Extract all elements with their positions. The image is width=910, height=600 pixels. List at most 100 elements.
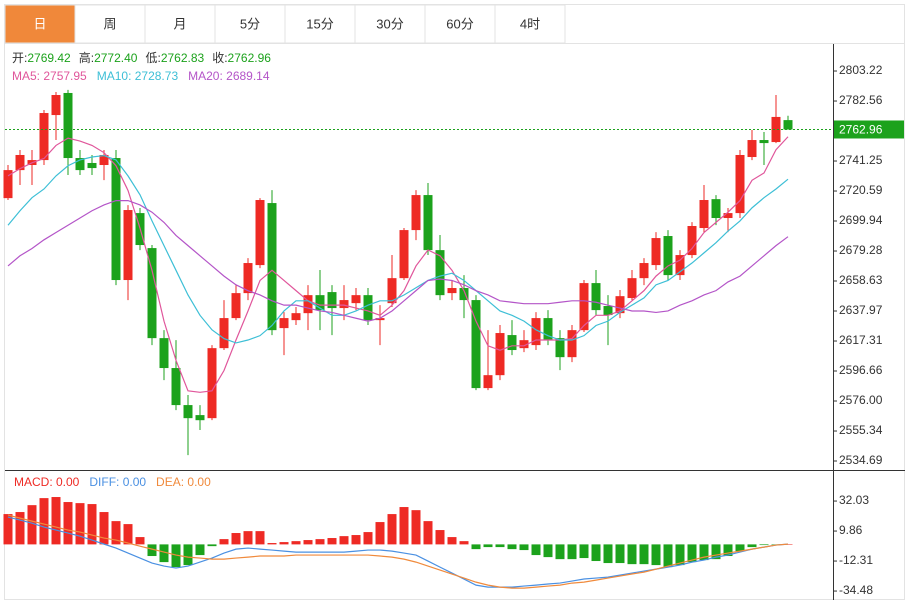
tab-label[interactable]: 30分 [376,16,403,31]
candle-body [291,313,301,321]
macd-legend: MACD: 0.00 DIFF: 0.00 DEA: 0.00 [14,475,211,489]
tab-label[interactable]: 4时 [520,16,540,31]
y-tick-label: 2782.56 [839,93,883,107]
macd-bar [663,544,673,568]
y-tick-label: 2741.25 [839,153,883,167]
candle-body [123,210,133,281]
macd-bar [159,544,169,563]
tab[interactable] [494,4,566,44]
legend-entry: DEA: 0.00 [156,475,211,489]
candle-body [363,295,373,321]
candle-body [543,318,553,341]
macd-bar [27,505,37,545]
macd-bar [531,544,541,556]
y-tick-label: 2803.22 [839,63,883,77]
candle-body [735,154,745,214]
candle-body [351,295,361,304]
macd-bar [735,544,745,552]
macd-bar [231,533,241,545]
tab[interactable] [354,4,426,44]
header-value: 2772.40 [94,51,138,65]
macd-bar [111,521,121,545]
candle-body [3,170,13,199]
macd-bar [471,544,481,550]
last-price-label: 2762.96 [839,123,883,137]
macd-bar [591,544,601,562]
candle-body [615,296,625,314]
candle-body [459,288,469,301]
legend-entry: DIFF: 0.00 [89,475,146,489]
legend-entry: MA20: 2689.14 [188,69,270,83]
candle-body [183,405,193,419]
y-tick-label: -12.31 [839,553,873,567]
macd-bar [603,544,613,564]
macd-bar [15,512,25,545]
macd-bar [519,544,529,551]
tab-label[interactable]: 周 [103,16,116,31]
tab[interactable] [214,4,286,44]
tab-label[interactable]: 5分 [240,16,260,31]
macd-bar [567,544,577,560]
macd-bar [267,543,277,545]
tab-label[interactable]: 日 [33,16,46,31]
macd-bar [675,544,685,566]
candle-body [159,338,169,369]
candle-body [483,375,493,389]
macd-bar [147,544,157,557]
macd-bar [255,531,265,545]
macd-bar [363,532,373,545]
candle-body [207,348,217,419]
candle-body [111,158,121,281]
header-value: 2762.83 [161,51,205,65]
macd-bar [195,544,205,556]
candle-body [663,236,673,276]
candle-body [315,295,325,311]
macd-bar [687,544,697,563]
macd-bar [39,498,49,545]
y-tick-label: 9.86 [839,523,863,537]
macd-bar [315,539,325,545]
candle-body [519,340,529,349]
macd-bar [387,514,397,545]
candle-body [687,226,697,256]
macd-bar [579,544,589,559]
macd-bar [63,502,73,545]
candle-body [339,300,349,309]
tab-label[interactable]: 月 [173,16,186,31]
candle-body [87,162,97,169]
macd-bar [219,539,229,545]
tab[interactable] [74,4,146,44]
macd-bar [99,512,109,545]
tab[interactable] [144,4,216,44]
tab[interactable] [284,4,356,44]
tab[interactable] [4,4,76,44]
y-tick-label: 32.03 [839,493,869,507]
candle-body [651,238,661,266]
macd-bar [459,541,469,545]
macd-bar [135,537,145,545]
macd-bar [483,544,493,548]
macd-bar [279,542,289,545]
candle-body [711,199,721,219]
y-tick-label: 2658.63 [839,273,883,287]
tab-label[interactable]: 15分 [306,16,333,31]
candle-body [591,283,601,311]
legend-entry: MACD: 0.00 [14,475,80,489]
candle-body [99,154,109,166]
macd-bar [699,544,709,561]
tab-label[interactable]: 60分 [446,16,473,31]
header-value: 2762.96 [228,51,272,65]
y-tick-label: 2720.59 [839,183,883,197]
indicator-line [7,154,789,344]
macd-bar [435,530,445,545]
macd-bar [243,531,253,545]
macd-bar [75,503,85,545]
last-price-box [834,120,904,139]
candle-body [75,158,85,171]
macd-bar [423,521,433,545]
candle-body [267,203,277,331]
macd-bar [759,544,769,546]
candle-body [471,300,481,389]
macd-bar [375,522,385,545]
